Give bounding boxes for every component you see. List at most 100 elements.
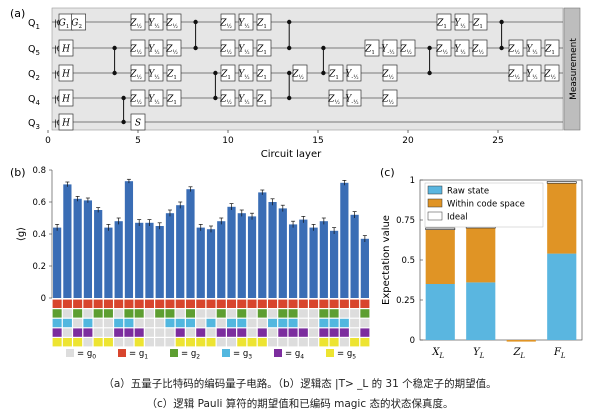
gate-box — [220, 13, 236, 31]
stabilizer-cell — [62, 328, 72, 337]
stabilizer-cell — [103, 318, 113, 328]
stabilizer-cell — [309, 309, 319, 318]
stabilizer-cell — [134, 309, 144, 318]
gate-label: Y-½ — [345, 70, 358, 82]
gate-box — [166, 89, 182, 107]
gate-label: Z1 — [328, 70, 339, 82]
gate-label: Y-½ — [345, 95, 358, 107]
stabilizer-cell — [73, 338, 83, 347]
gate-first-box — [58, 39, 74, 57]
gate-first-label: H — [61, 95, 70, 105]
stabilizer-cell — [350, 328, 360, 337]
bar — [186, 189, 195, 298]
stabilizer-cell — [114, 328, 124, 337]
stabilizer-cell — [206, 328, 216, 337]
stabilizer-cell — [268, 328, 278, 337]
stabilizer-cell — [103, 328, 113, 337]
gate-label: Z½ — [129, 95, 142, 107]
stabilizer-cell — [73, 309, 83, 318]
qubit-label-Q2: Q2 — [28, 69, 40, 82]
gate-label: G2 — [71, 19, 82, 31]
gate-box — [454, 13, 470, 31]
stabilizer-cell — [339, 309, 349, 318]
panel-label: (a) — [10, 7, 25, 20]
cz-dot — [427, 70, 432, 76]
stabilizer-cell — [52, 309, 62, 318]
stabilizer-cell — [309, 318, 319, 328]
stabilizer-cell — [83, 338, 93, 347]
gate-box — [454, 39, 470, 57]
stabilizer-cell — [268, 309, 278, 318]
stabilizer-cell — [309, 328, 319, 337]
stabilizer-cell — [196, 299, 206, 308]
bar — [206, 229, 216, 298]
gate-box — [292, 64, 308, 82]
gate-box — [508, 64, 524, 82]
stabilizer-cell — [165, 309, 175, 318]
legend-label: Within code space — [447, 200, 525, 210]
gate-label: Y½ — [454, 45, 465, 57]
stacked-bar — [547, 183, 577, 254]
bar — [114, 221, 123, 298]
gate-box — [346, 64, 362, 82]
legend-box — [424, 182, 544, 228]
cz-dot — [112, 70, 117, 76]
stabilizer-cell — [124, 338, 134, 347]
y-axis-label: Expectation value — [381, 215, 392, 305]
y-tick-label: 0 — [410, 336, 415, 346]
y-tick-label: 0.2 — [32, 262, 46, 272]
stabilizer-cell — [124, 318, 134, 328]
stabilizer-cell — [144, 309, 154, 318]
cz-dot — [287, 95, 292, 101]
gate-box — [238, 64, 254, 82]
bar — [155, 226, 164, 298]
stacked-bar — [546, 181, 577, 184]
bar — [145, 222, 154, 298]
legend-label: Raw state — [447, 187, 489, 197]
stabilizer-cell — [226, 338, 237, 347]
bar — [83, 200, 93, 298]
stabilizer-cell — [185, 318, 196, 328]
cz-dot — [112, 45, 117, 51]
stabilizer-cell — [360, 309, 370, 318]
measurement-label: Measurement — [569, 38, 579, 100]
stabilizer-cell — [165, 318, 175, 328]
stabilizer-cell — [206, 338, 216, 347]
stabilizer-cell — [247, 328, 257, 337]
gate-box — [220, 64, 236, 82]
stabilizer-cell — [196, 309, 206, 318]
gate-label: Z½ — [219, 95, 232, 107]
gate-label: Z1 — [472, 19, 483, 31]
bar — [258, 192, 267, 298]
gate-box — [382, 89, 398, 107]
cz-dot — [499, 19, 504, 25]
cz-dot — [213, 70, 218, 76]
gate-box — [238, 13, 254, 31]
stabilizer-cell — [319, 338, 329, 347]
gate-box — [148, 64, 164, 82]
gate-box — [148, 13, 164, 31]
stabilizer-cell — [298, 309, 308, 318]
stabilizer-cell — [288, 299, 298, 308]
stabilizer-cell — [52, 328, 62, 337]
x-tick-label: 5 — [135, 136, 141, 146]
stabilizer-cell — [216, 299, 226, 308]
gate-first-box — [58, 113, 74, 131]
stacked-bar — [425, 284, 455, 340]
gate-label: Y-½ — [381, 45, 394, 57]
stabilizer-cell — [247, 338, 257, 347]
gate-label: Z1 — [256, 70, 267, 82]
stabilizer-cell — [329, 328, 339, 337]
stabilizer-cell — [93, 318, 103, 328]
legend-swatch — [66, 349, 74, 357]
stabilizer-cell — [93, 338, 103, 347]
stabilizer-cell — [165, 328, 175, 337]
stabilizer-cell — [155, 338, 165, 347]
stabilizer-cell — [175, 309, 185, 318]
legend-swatch — [427, 198, 443, 208]
stabilizer-cell — [134, 328, 144, 337]
x-tick-label: 20 — [402, 136, 414, 146]
stacked-bar — [425, 229, 455, 284]
gate-label: Y½ — [148, 19, 159, 31]
stabilizer-cell — [319, 328, 329, 337]
